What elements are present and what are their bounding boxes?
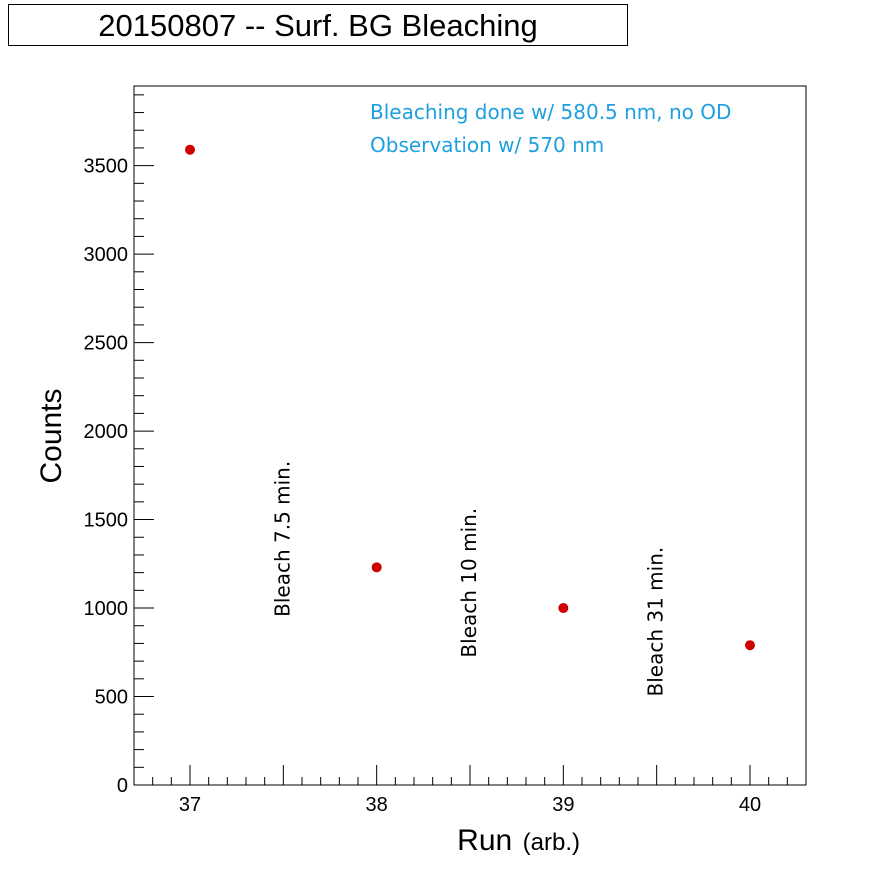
annotations: Bleach 7.5 min. Bleach 10 min. Bleach 31 m… (270, 461, 667, 697)
bleach-annotation: Bleach 7.5 min. (270, 461, 294, 617)
x-tick-label: 40 (739, 794, 761, 816)
x-axis-label-unit: (arb.) (523, 829, 580, 856)
title-box: 20150807 -- Surf. BG Bleaching (8, 4, 628, 46)
data-point (558, 603, 569, 614)
plot-note: Observation w/ 570 nm (370, 133, 604, 157)
x-tick-label: 39 (552, 794, 574, 816)
data-points (185, 144, 755, 651)
x-axis-label: Run (arb.) (457, 824, 580, 857)
y-tick-label: 500 (95, 687, 128, 709)
y-tick-label: 1500 (84, 510, 129, 532)
y-tick-label: 0 (117, 775, 128, 797)
notes: Bleaching done w/ 580.5 nm, no OD Observa… (370, 100, 731, 157)
y-tick-label: 3500 (84, 156, 129, 178)
y-tick-label: 2000 (84, 421, 129, 443)
y-tick-label: 3000 (84, 244, 129, 266)
y-tick-label: 2500 (84, 333, 129, 355)
chart-title: 20150807 -- Surf. BG Bleaching (98, 8, 538, 43)
bleach-annotation: Bleach 31 min. (644, 547, 668, 697)
y-axis-label: Counts (35, 388, 68, 483)
data-point (745, 640, 755, 651)
y-tick-label: 1000 (84, 598, 129, 620)
x-tick-label: 37 (179, 794, 201, 816)
data-point (185, 144, 195, 155)
plot-frame (133, 85, 807, 786)
axes: 0 500 1000 1500 2000 2500 3000 3500 37 38 39 40 (84, 94, 807, 816)
data-point (371, 562, 382, 573)
x-axis-label-main: Run (457, 824, 512, 857)
bleach-annotation: Bleach 10 min. (457, 508, 481, 658)
x-tick-label: 38 (366, 794, 388, 816)
plot-note: Bleaching done w/ 580.5 nm, no OD (370, 100, 731, 124)
